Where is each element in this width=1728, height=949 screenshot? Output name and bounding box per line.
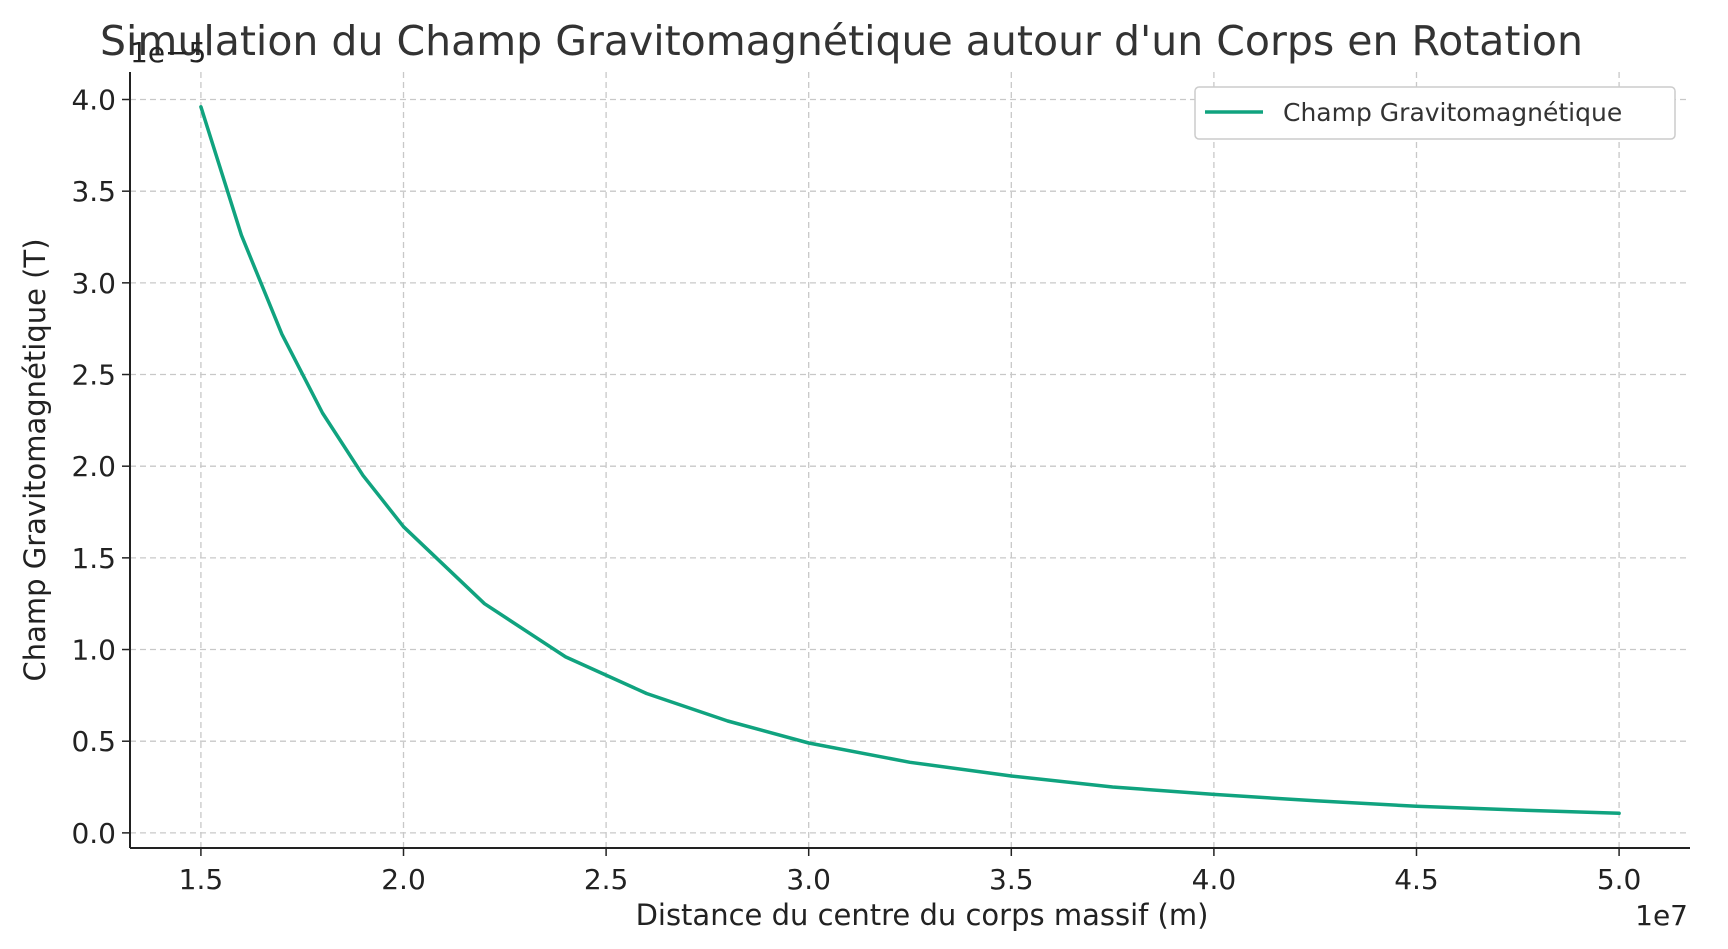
x-tick-label: 4.0 bbox=[1192, 863, 1237, 896]
y-offset-label: 1e−5 bbox=[130, 36, 206, 69]
x-tick-label: 1.5 bbox=[179, 863, 224, 896]
x-tick-label: 3.0 bbox=[786, 863, 831, 896]
axes bbox=[129, 72, 1690, 849]
grid bbox=[130, 72, 1690, 848]
chart-title: Simulation du Champ Gravitomagnétique au… bbox=[100, 17, 1583, 65]
legend: Champ Gravitomagnétique bbox=[1194, 86, 1676, 140]
x-tick-label: 3.5 bbox=[989, 863, 1034, 896]
x-tick-label: 2.0 bbox=[381, 863, 426, 896]
y-tick-label: 4.0 bbox=[71, 84, 116, 117]
y-tick-label: 2.5 bbox=[71, 359, 116, 392]
x-tick-label: 2.5 bbox=[584, 863, 629, 896]
y-tick-label: 1.5 bbox=[71, 542, 116, 575]
x-tick-label: 5.0 bbox=[1597, 863, 1642, 896]
x-axis-label: Distance du centre du corps massif (m) bbox=[636, 898, 1209, 932]
y-tick-label: 0.5 bbox=[71, 725, 116, 758]
series-line bbox=[199, 105, 1621, 816]
ticks: 1.5 2.0 2.5 3.0 3.5 4.0 4.5 5.0 0.0 0.5 1.0 1.5 2.0 2… bbox=[71, 84, 1641, 896]
y-tick-label: 2.0 bbox=[71, 450, 116, 483]
y-tick-label: 3.5 bbox=[71, 175, 116, 208]
legend-box bbox=[1194, 86, 1676, 140]
x-offset-label: 1e7 bbox=[1635, 899, 1688, 932]
y-tick-label: 3.0 bbox=[71, 267, 116, 300]
x-tick-label: 4.5 bbox=[1394, 863, 1439, 896]
y-axis-label: Champ Gravitomagnétique (T) bbox=[18, 238, 52, 681]
series-layer bbox=[199, 105, 1621, 816]
legend-label: Champ Gravitomagnétique bbox=[1283, 98, 1622, 127]
y-tick-label: 0.0 bbox=[71, 817, 116, 850]
y-tick-label: 1.0 bbox=[71, 634, 116, 667]
